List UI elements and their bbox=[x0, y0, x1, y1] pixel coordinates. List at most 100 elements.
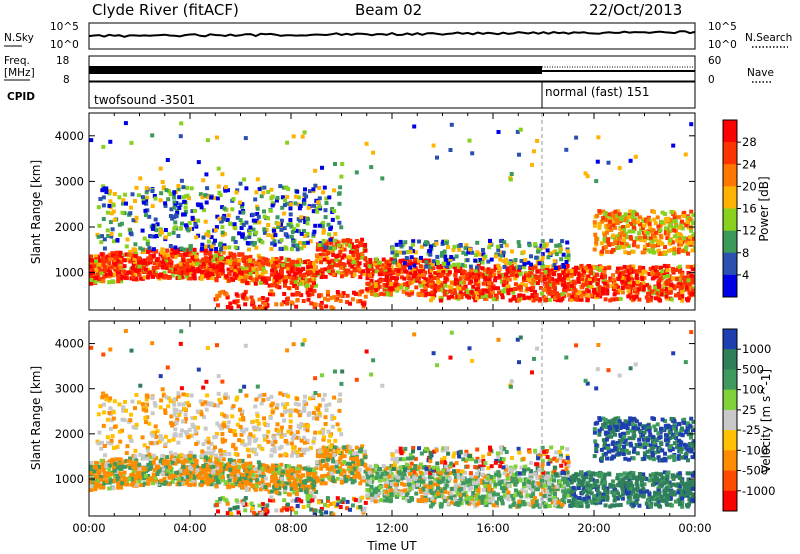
velocity-cell bbox=[416, 498, 421, 503]
power-cell bbox=[311, 232, 316, 237]
power-cell bbox=[100, 234, 104, 239]
power-cell bbox=[245, 241, 250, 245]
power-cell bbox=[252, 279, 257, 284]
power-cell bbox=[672, 286, 677, 291]
power-cell bbox=[541, 264, 546, 269]
power-cell bbox=[118, 265, 123, 270]
velocity-cell bbox=[195, 464, 199, 469]
power-cell bbox=[593, 277, 598, 282]
power-cell bbox=[685, 298, 690, 303]
power-cell bbox=[304, 194, 309, 199]
velocity-cell bbox=[605, 490, 610, 495]
power-cell bbox=[312, 272, 317, 277]
power-cell bbox=[241, 295, 246, 300]
power-cell bbox=[670, 225, 675, 230]
power-cell bbox=[271, 260, 275, 265]
power-cell bbox=[277, 285, 282, 290]
power-cell bbox=[324, 247, 329, 252]
power-cell bbox=[149, 234, 154, 239]
power-cell bbox=[615, 297, 620, 302]
power-cell bbox=[108, 252, 113, 257]
velocity-cell bbox=[374, 463, 379, 468]
power-cell bbox=[175, 250, 180, 254]
power-cell bbox=[685, 241, 690, 245]
velocity-cell bbox=[139, 483, 144, 487]
freq-left-tick-bottom: 8 bbox=[63, 74, 70, 86]
power-cell bbox=[632, 296, 637, 301]
power-cell bbox=[352, 268, 357, 273]
power-cell bbox=[452, 262, 457, 267]
power-cell bbox=[648, 297, 653, 302]
power-cell bbox=[480, 291, 485, 296]
power-cell bbox=[167, 232, 172, 237]
power-cell bbox=[685, 219, 690, 224]
velocity-cell bbox=[576, 477, 581, 482]
cpid-segment-twofsound: twofsound -3501 bbox=[94, 93, 195, 107]
power-cell bbox=[690, 248, 695, 253]
noise-trace bbox=[88, 30, 696, 38]
power-cell bbox=[283, 264, 288, 269]
power-cell bbox=[603, 211, 608, 215]
velocity-cell bbox=[146, 462, 151, 467]
power-cell bbox=[686, 225, 691, 230]
power-cell bbox=[561, 283, 566, 288]
power-cell bbox=[339, 225, 344, 230]
power-cell bbox=[650, 244, 655, 249]
power-cell bbox=[580, 277, 585, 282]
velocity-cell bbox=[563, 480, 568, 485]
power-cell bbox=[306, 217, 311, 222]
power-cell bbox=[658, 223, 663, 228]
power-cell bbox=[641, 226, 645, 231]
power-cell bbox=[164, 265, 169, 270]
power-cell bbox=[413, 266, 418, 271]
power-cell bbox=[355, 244, 360, 249]
power-cell bbox=[686, 271, 691, 275]
power-cell bbox=[532, 149, 536, 154]
power-cell bbox=[560, 239, 565, 244]
power-cell bbox=[659, 235, 664, 240]
power-cell bbox=[338, 185, 343, 190]
power-cell bbox=[157, 263, 162, 268]
power-cell bbox=[676, 250, 681, 255]
power-cell bbox=[442, 289, 447, 294]
velocity-cell bbox=[89, 488, 94, 492]
power-cell bbox=[334, 258, 339, 263]
power-cell bbox=[494, 266, 499, 271]
power-cell bbox=[302, 198, 307, 202]
velocity-cell bbox=[589, 491, 594, 496]
power-cell bbox=[408, 259, 413, 264]
power-cell bbox=[339, 265, 344, 270]
power-cell bbox=[633, 154, 638, 159]
power-cell bbox=[276, 264, 281, 269]
power-cell bbox=[498, 239, 503, 244]
power-cell bbox=[205, 259, 210, 263]
power-cell bbox=[336, 263, 341, 268]
power-cell bbox=[502, 280, 507, 284]
power-cell bbox=[338, 293, 343, 298]
power-cell bbox=[386, 281, 391, 286]
power-cell bbox=[150, 189, 155, 193]
power-cell bbox=[232, 272, 237, 277]
power-cell bbox=[562, 285, 567, 290]
power-cell bbox=[247, 234, 252, 239]
power-cell bbox=[613, 217, 618, 222]
power-cell bbox=[677, 264, 682, 269]
power-cell bbox=[468, 247, 472, 252]
noise-left-tick-bottom: 10^0 bbox=[50, 39, 79, 51]
velocity-cell bbox=[169, 470, 174, 474]
power-cell bbox=[185, 193, 190, 198]
power-cell bbox=[116, 275, 121, 280]
power-cell bbox=[333, 232, 338, 236]
power-cell bbox=[342, 238, 347, 243]
power-cell bbox=[248, 275, 253, 280]
power-cell bbox=[339, 274, 344, 279]
power-cell bbox=[680, 226, 685, 231]
power-cell bbox=[233, 226, 238, 231]
power-cell bbox=[324, 242, 329, 246]
power-cell bbox=[657, 284, 662, 289]
velocity-cell bbox=[93, 460, 98, 465]
power-cell bbox=[519, 288, 524, 293]
power-cell bbox=[554, 243, 559, 248]
power-cell bbox=[339, 271, 344, 276]
power-cell bbox=[269, 283, 274, 288]
